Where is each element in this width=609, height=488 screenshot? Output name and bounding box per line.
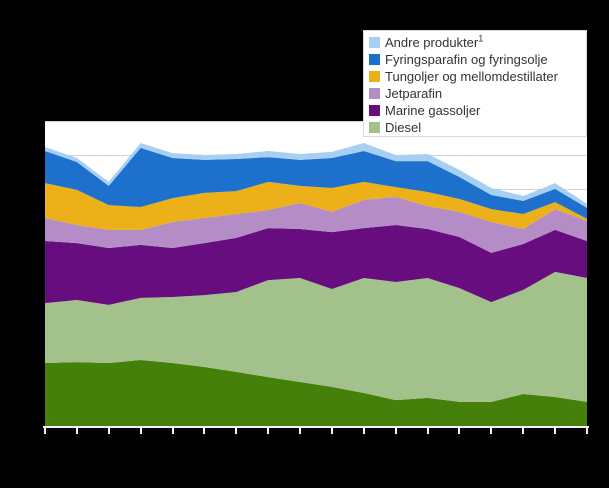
- legend-swatch-icon: [369, 37, 380, 48]
- x-axis-tick: [554, 428, 557, 434]
- x-axis-tick: [458, 428, 461, 434]
- area-series: [45, 181, 587, 230]
- legend-item: Jetparafin: [369, 86, 586, 102]
- x-axis-ticks: [44, 428, 588, 435]
- legend-swatch-icon: [369, 71, 380, 82]
- x-axis-tick: [44, 428, 46, 434]
- area-series: [45, 225, 587, 305]
- x-axis-tick: [490, 428, 493, 434]
- x-axis-tick: [426, 428, 429, 434]
- x-axis-tick: [235, 428, 238, 434]
- legend-item: Tungoljer og mellomdestillater: [369, 69, 586, 85]
- legend-swatch-icon: [369, 105, 380, 116]
- x-axis-tick: [522, 428, 525, 434]
- x-axis-tick: [107, 428, 110, 434]
- area-series: [45, 359, 587, 427]
- legend-label: Andre produkter1: [385, 33, 484, 50]
- legend-item: Diesel: [369, 120, 586, 136]
- legend-swatch-icon: [369, 54, 380, 65]
- legend-item: Andre produkter1: [369, 33, 586, 51]
- x-axis-tick: [586, 428, 588, 434]
- stacked-area-series: [45, 143, 587, 427]
- x-axis-tick: [203, 428, 206, 434]
- legend-item: Marine gassoljer: [369, 103, 586, 119]
- x-axis-tick: [267, 428, 270, 434]
- x-axis-tick: [330, 428, 333, 434]
- x-axis-tick: [299, 428, 302, 434]
- legend-label: Diesel: [385, 120, 422, 135]
- legend-swatch-icon: [369, 122, 380, 133]
- legend-swatch-icon: [369, 88, 380, 99]
- x-axis-tick: [139, 428, 142, 434]
- area-series: [45, 196, 587, 253]
- legend: Andre produkter1 Fyringsparafin og fyring…: [363, 30, 587, 137]
- legend-item: Fyringsparafin og fyringsolje: [369, 52, 586, 68]
- x-axis-tick: [75, 428, 78, 434]
- legend-label: Marine gassoljer: [385, 103, 481, 118]
- legend-label-superscript: 1: [478, 33, 484, 44]
- x-axis-tick: [171, 428, 174, 434]
- area-series: [45, 271, 587, 402]
- gridline: [45, 121, 587, 122]
- legend-label: Tungoljer og mellomdestillater: [385, 69, 558, 84]
- legend-label: Jetparafin: [385, 86, 443, 101]
- area-series: [45, 147, 587, 219]
- legend-label: Fyringsparafin og fyringsolje: [385, 52, 548, 67]
- x-axis-tick: [394, 428, 397, 434]
- x-axis-tick: [362, 428, 365, 434]
- area-series: [45, 143, 587, 208]
- plot-area: [45, 121, 587, 427]
- x-axis-line: [43, 426, 589, 428]
